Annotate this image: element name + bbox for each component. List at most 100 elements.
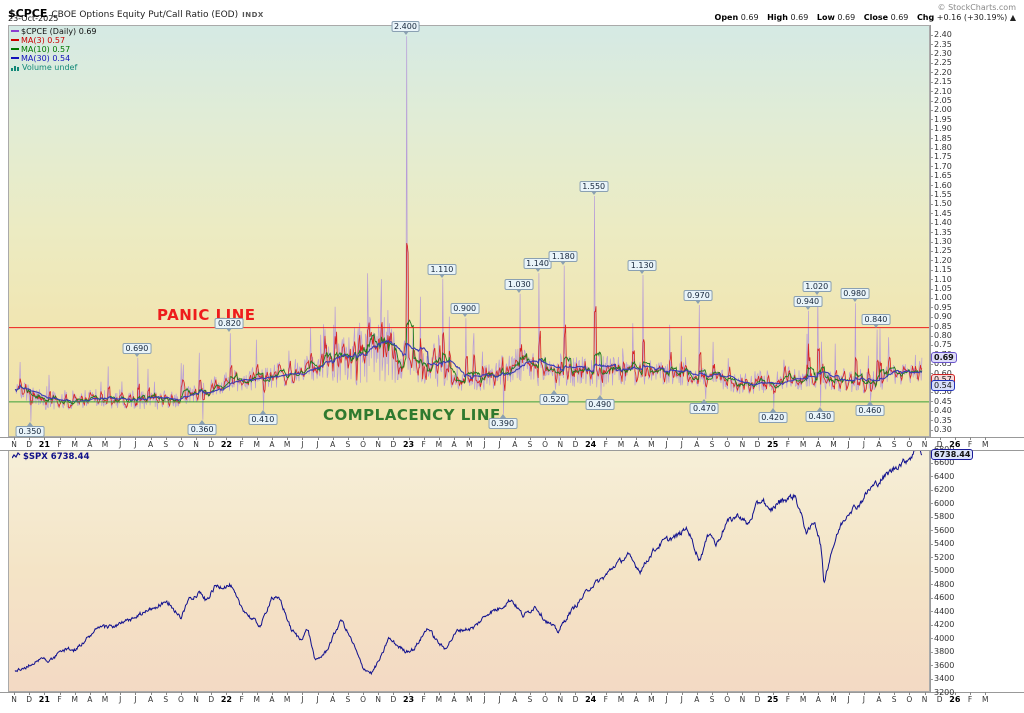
month-label: J [862, 440, 865, 449]
month-tick [696, 692, 698, 695]
month-label: F [785, 440, 791, 449]
annotation-pointer [872, 324, 879, 329]
annotation-pointer [590, 191, 597, 195]
month-label: S [709, 695, 715, 704]
month-label: O [906, 695, 913, 704]
month-tick [120, 692, 122, 695]
month-tick [378, 692, 380, 695]
month-label: N [921, 440, 928, 449]
month-tick [165, 692, 167, 695]
spx-y-axis-label: 6200 [934, 485, 955, 495]
cpce-y-axis-label: 0.30 [934, 425, 952, 434]
month-label: J [862, 695, 865, 704]
cpce-y-axis-label: 1.50 [934, 199, 952, 209]
month-label: F [967, 440, 973, 449]
year-label: 21 [38, 440, 50, 449]
month-tick [438, 437, 440, 440]
annotation-pointer [438, 273, 445, 278]
cpce-y-axis-label: 0.95 [934, 302, 952, 312]
month-label: F [239, 695, 244, 704]
month-tick [241, 692, 243, 695]
month-label: N [375, 695, 381, 704]
spx-y-axis-label: 6600 [934, 458, 955, 468]
month-tick [89, 437, 91, 440]
spx-legend: $SPX 6738.44 [11, 451, 90, 462]
y-axis-tick [930, 401, 933, 403]
chg-label: Chg [916, 13, 935, 22]
month-tick [256, 437, 258, 440]
month-label: M [617, 440, 625, 449]
annotation-pointer [499, 414, 506, 419]
month-tick [894, 692, 896, 695]
cpce-y-axis-label: 0.35 [934, 415, 952, 425]
cpce-y-axis-label: 2.05 [934, 96, 952, 105]
month-label: F [967, 695, 973, 704]
low-value: 0.69 [837, 13, 856, 22]
month-tick [848, 692, 850, 695]
cpce-y-axis-label: 1.80 [934, 143, 952, 152]
cpce-y-axis-label: 1.15 [934, 265, 952, 275]
month-tick [545, 692, 547, 695]
month-tick [605, 437, 607, 440]
month-label: M [830, 695, 837, 704]
month-tick [105, 437, 107, 440]
month-tick [256, 692, 258, 695]
spx-y-axis-label: 3200 [934, 687, 955, 697]
month-tick [970, 692, 972, 695]
month-label: A [147, 440, 154, 449]
month-tick [651, 437, 653, 440]
month-label: A [815, 695, 821, 704]
month-label: O [906, 440, 913, 449]
month-label: M [253, 695, 261, 704]
month-tick [469, 692, 471, 695]
cpce-y-axis-label: 1.60 [934, 180, 952, 190]
cpce-y-axis-label: 1.30 [934, 237, 952, 246]
month-tick [317, 692, 319, 695]
open-label: Open [714, 13, 739, 22]
cpce-y-axis-label: 1.05 [934, 284, 952, 293]
month-label: O [724, 695, 731, 704]
month-tick [423, 692, 425, 695]
annotation-pointer [26, 421, 33, 426]
month-tick [363, 692, 365, 695]
month-tick [863, 692, 865, 695]
month-tick [211, 692, 213, 695]
month-tick [74, 692, 76, 695]
month-label: O [542, 440, 549, 449]
year-label: 24 [585, 695, 597, 704]
month-tick [135, 437, 137, 440]
month-label: F [57, 440, 62, 449]
annotation-pointer [769, 408, 776, 413]
year-label: 26 [949, 440, 961, 449]
month-label: S [345, 695, 351, 704]
month-tick [803, 692, 805, 695]
month-tick [742, 437, 744, 440]
month-label: A [694, 695, 700, 704]
y-axis-tick [930, 260, 933, 262]
y-axis-tick [930, 373, 933, 375]
month-tick [150, 692, 152, 695]
chart-date: 23-Oct-2025 [8, 14, 59, 23]
month-label: N [739, 695, 746, 704]
y-axis-tick [930, 307, 933, 309]
annotation-callout: 0.420 [758, 412, 788, 424]
y-axis-tick [930, 156, 933, 158]
cpce-y-axis-label: 1.90 [934, 124, 952, 134]
month-label: A [330, 695, 336, 704]
month-tick [590, 437, 592, 440]
month-label: S [527, 695, 533, 704]
month-label: D [208, 440, 215, 449]
legend-item: Volume undef [11, 63, 97, 73]
cpce-y-axis-label: 2.15 [934, 77, 952, 87]
y-axis-tick [930, 138, 933, 140]
month-label: S [345, 440, 351, 449]
chart-subtitle: CBOE Options Equity Put/Call Ratio (EOD) [51, 10, 239, 20]
month-label: A [87, 695, 93, 704]
cpce-y-axis-label: 0.65 [934, 359, 952, 369]
month-label: D [26, 440, 33, 449]
month-tick [545, 437, 547, 440]
month-label: A [633, 440, 639, 449]
axis-value-badge: 0.69 [931, 351, 957, 363]
cpce-y-axis-label: 0.90 [934, 312, 952, 322]
month-tick [727, 437, 729, 440]
